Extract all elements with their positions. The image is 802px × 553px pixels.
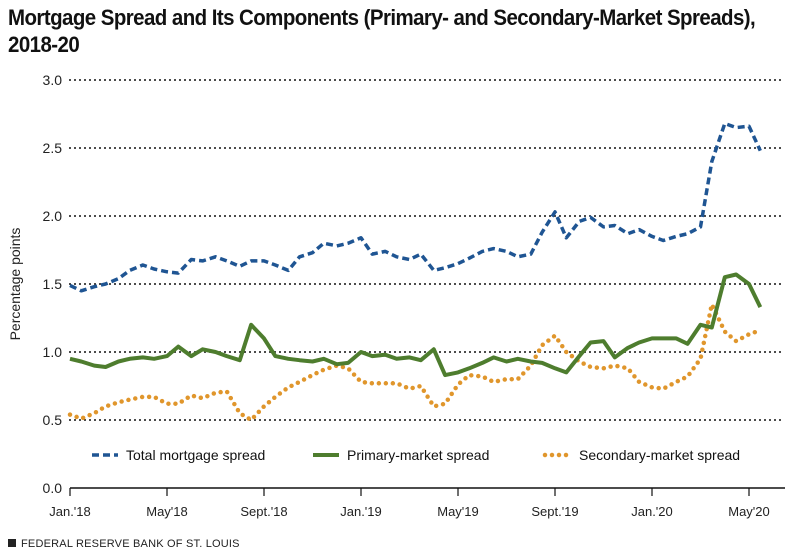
legend-label: Primary-market spread [347,447,489,463]
legend-label: Total mortgage spread [126,447,265,463]
y-tick-label: 0.5 [43,412,63,428]
y-tick-label: 0.0 [43,480,63,496]
y-tick-label: 1.5 [43,276,63,292]
logo-square-icon [8,539,16,547]
x-tick-label: Jan.'20 [631,504,673,519]
series-line-secondary-market-spread [67,302,763,423]
y-axis-label: Percentage points [7,228,23,341]
y-tick-label: 1.0 [43,344,63,360]
source-text: FEDERAL RESERVE BANK OF ST. LOUIS [21,538,240,550]
series-line-total-mortgage-spread [69,121,762,293]
x-tick-label: May'20 [728,504,770,519]
x-tick-label: Jan.'19 [340,504,382,519]
footer-source: FEDERAL RESERVE BANK OF ST. LOUIS [8,538,240,550]
series-line-primary-market-spread [69,272,763,378]
x-tick-label: Sept.'18 [240,504,287,519]
y-tick-label: 3.0 [43,72,63,88]
chart-title: Mortgage Spread and Its Components (Prim… [8,5,756,57]
x-tick-label: Jan.'18 [49,504,91,519]
x-tick-label: May'18 [146,504,188,519]
x-tick-label: Sept.'19 [531,504,578,519]
y-tick-label: 2.0 [43,208,63,224]
y-tick-label: 2.5 [43,140,63,156]
legend-label: Secondary-market spread [579,447,740,463]
x-tick-label: May'19 [437,504,479,519]
